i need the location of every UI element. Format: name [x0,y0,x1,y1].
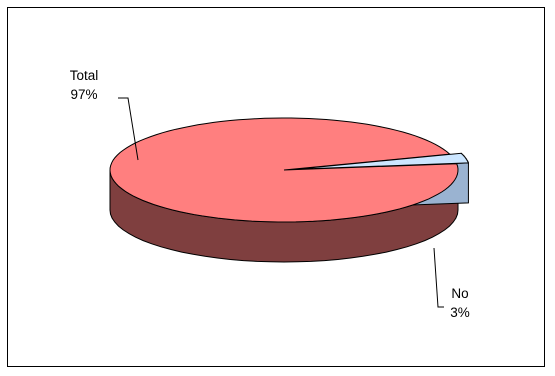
data-label-no-category: No [451,286,469,301]
pie-slice-no [295,152,469,170]
data-label-no: No 3% [438,284,482,322]
data-label-total-category: Total [69,68,99,83]
pie-slice-total [109,117,459,223]
data-label-total-percent: 97% [70,87,98,102]
leader-line-no [433,247,444,308]
data-label-total: Total 97% [58,66,110,104]
data-label-no-percent: 3% [450,305,470,320]
leader-line-total [118,97,139,161]
